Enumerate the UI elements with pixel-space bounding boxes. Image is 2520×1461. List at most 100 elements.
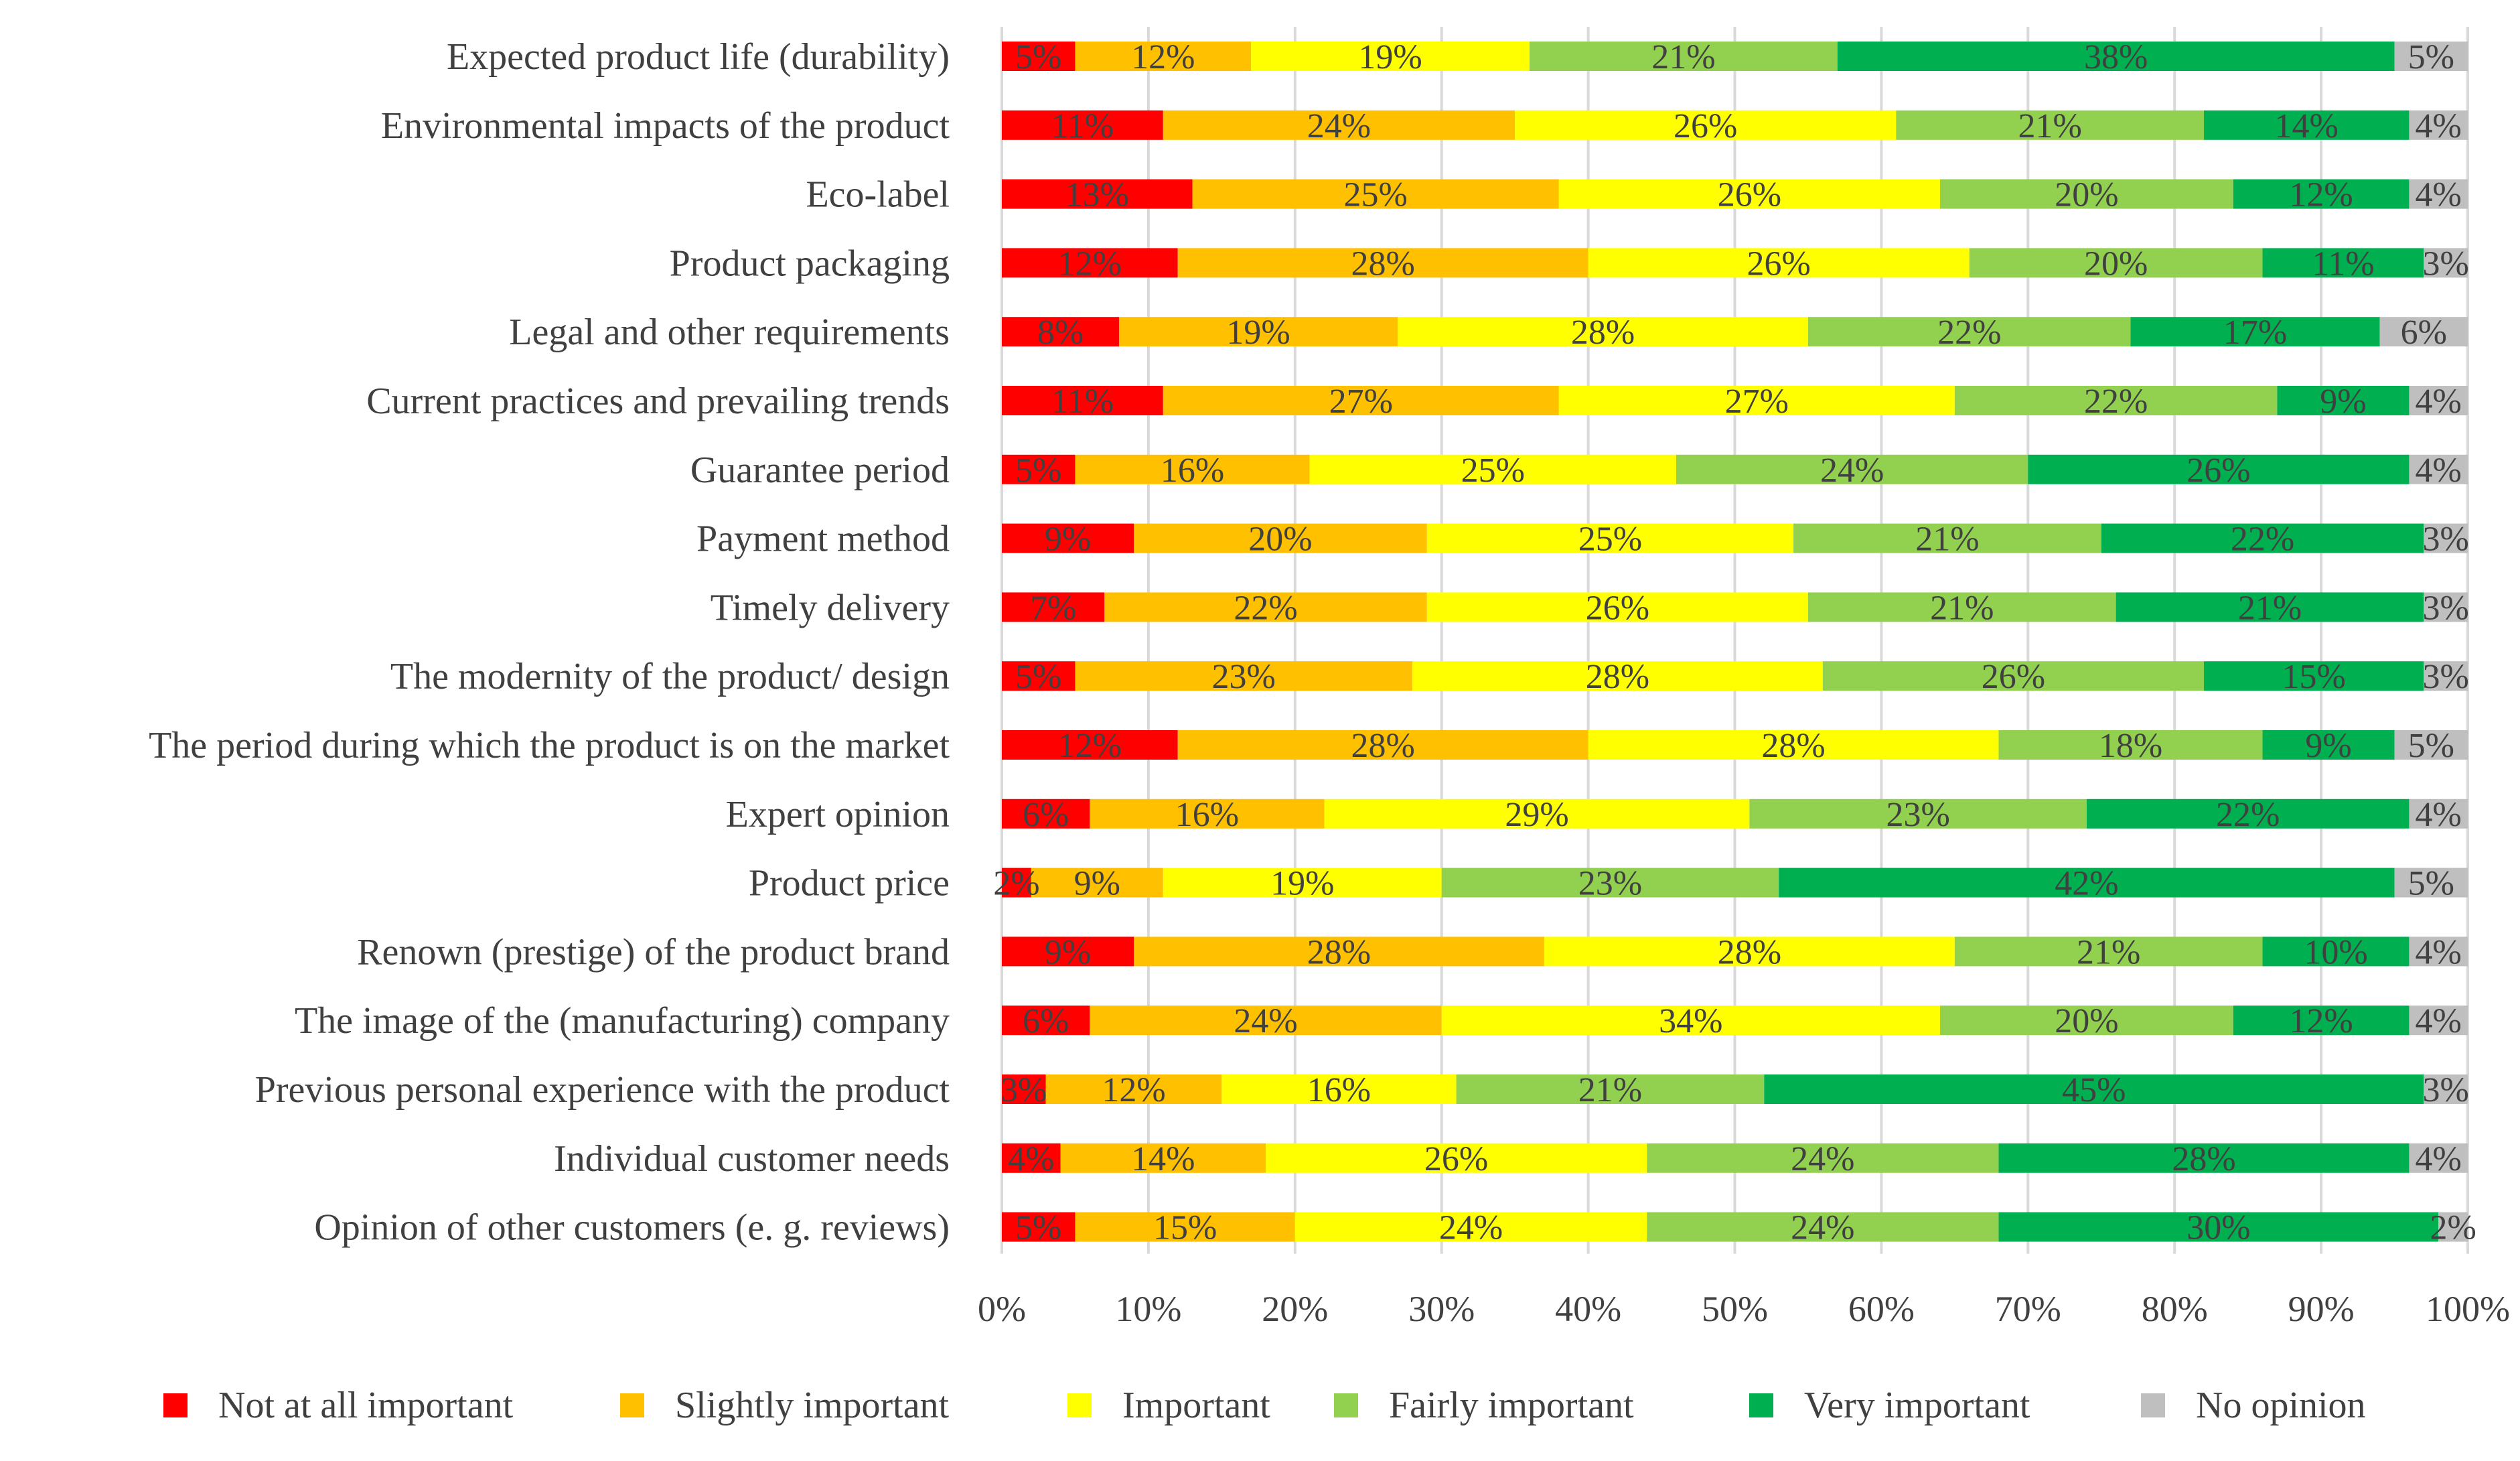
data-label: 18% [2099,727,2162,765]
category-label: Expected product life (durability) [447,36,950,78]
bar-segment [1939,1005,2233,1036]
bar-segment [1104,592,1427,622]
bar-segment [2379,317,2468,347]
bar-segment [2203,661,2424,691]
bar-segment [1544,936,1955,967]
data-label: 22% [2231,520,2294,559]
data-label: 6% [2401,314,2447,352]
data-label: 26% [1747,245,1811,283]
bar-segment [2424,523,2468,553]
bar-segment [1558,386,1955,415]
data-label: 4% [2416,1140,2462,1178]
bar-segment [1002,110,1163,140]
category-label: Previous personal experience with the pr… [255,1069,950,1111]
data-label: 24% [1307,107,1371,145]
data-label: 28% [2172,1140,2235,1178]
x-axis-ticks: 0% 10% 20% 30% 40% 50% 60% 70% 80% 90% 100% [978,1289,2510,1329]
bar-segment [1002,179,1193,209]
data-label: 3% [2423,658,2469,696]
bar-segment [1002,661,1076,691]
x-tick-label: 10% [1115,1289,1181,1329]
gridlines [1000,27,2469,1254]
data-label: 21% [1915,520,1979,559]
legend-swatch [620,1393,644,1417]
data-label: 15% [2282,658,2345,696]
category-label: Payment method [696,518,950,560]
data-label: 24% [1439,1209,1503,1247]
bar-segment [1647,1212,1999,1242]
data-label: 4% [2416,796,2462,834]
x-tick-label: 70% [1995,1289,2061,1329]
data-label: 28% [1586,658,1649,696]
bar-segment [2101,523,2424,553]
data-label: 9% [1045,933,1091,971]
data-label: 25% [1578,520,1642,559]
bar-segment [2086,798,2410,829]
bar-segment [2394,867,2468,898]
data-label: 26% [1718,176,1781,214]
bars [1002,42,2468,1242]
bar-segment [1177,730,1588,760]
data-label: 21% [2018,107,2081,145]
x-tick-label: 80% [2142,1289,2208,1329]
x-tick-label: 40% [1555,1289,1621,1329]
bar-segment [1426,592,1808,622]
bar-segment [1266,1143,1647,1173]
data-label: 16% [1307,1071,1371,1109]
legend-label: Slightly important [675,1385,950,1426]
x-tick-label: 30% [1408,1289,1475,1329]
legend-swatch [1334,1393,1358,1417]
bar-segment [1588,730,1999,760]
data-label: 12% [1102,1071,1165,1109]
category-label: The period during which the product is o… [149,725,950,766]
bar-segment [1002,592,1105,622]
bar-segment [2409,179,2468,209]
data-label: 14% [1131,1140,1195,1178]
data-label: 4% [2416,933,2462,971]
bar-segment [2438,1212,2468,1242]
legend-swatch [1067,1393,1092,1417]
bar-segment [1221,1074,1457,1104]
bar-segment [2233,1005,2410,1036]
bar-segment [2424,592,2468,622]
bar-segment [2203,110,2410,140]
data-label: 16% [1161,451,1224,490]
data-label: 28% [1307,933,1371,971]
bar-segment [1822,661,2204,691]
bar-segment [2409,110,2468,140]
bar-segment [1177,248,1588,278]
legend-label: Fairly important [1389,1385,1634,1426]
bar-segment [1090,1005,1442,1036]
data-label: 28% [1718,933,1781,971]
data-label: 45% [2062,1071,2126,1109]
category-label: The modernity of the product/ design [390,656,950,697]
bar-segment [2409,798,2468,829]
data-label: 3% [1000,1071,1047,1109]
bar-segment [1441,867,1779,898]
bar-segment [1530,42,1838,71]
data-label: 28% [1351,245,1414,283]
data-label: 28% [1351,727,1414,765]
data-label: 3% [2423,520,2469,559]
data-label: 21% [1578,1071,1642,1109]
bar-segment [1251,42,1530,71]
bar-segment [2262,936,2410,967]
data-label: 27% [1725,382,1789,421]
data-label: 9% [2320,382,2366,421]
bar-segment [1075,454,1310,484]
bar-segment [1002,1212,1076,1242]
data-label: 21% [1651,38,1715,76]
bar-segment [2262,730,2395,760]
data-label: 26% [1674,107,1737,145]
bar-segment [1075,42,1252,71]
data-label: 15% [1153,1209,1217,1247]
data-label: 23% [1212,658,1276,696]
category-label: Timely delivery [711,587,950,628]
category-label: Individual customer needs [554,1138,950,1180]
category-label: Environmental impacts of the product [381,105,950,147]
data-label: 28% [1761,727,1825,765]
data-label: 25% [1461,451,1525,490]
data-label: 21% [2077,933,2140,971]
category-label: Eco-label [806,174,950,216]
